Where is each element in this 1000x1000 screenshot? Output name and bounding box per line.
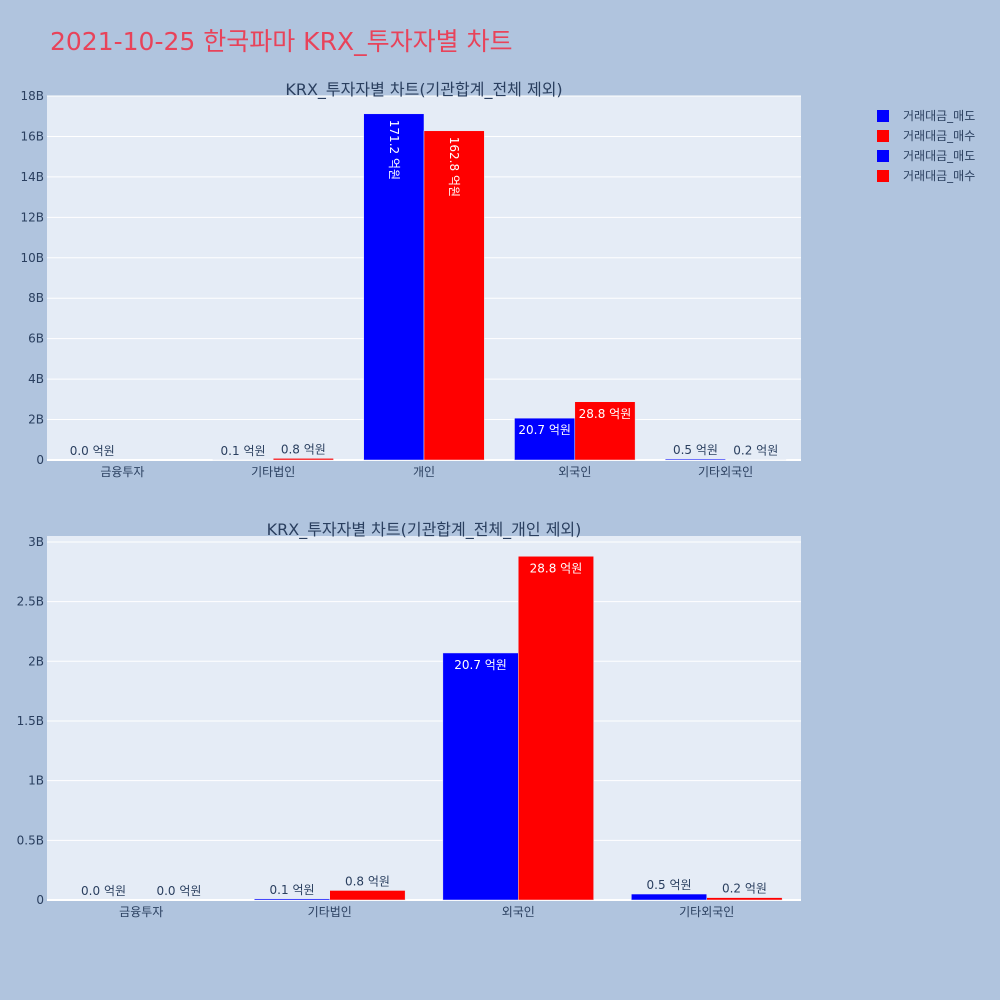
bar [442, 652, 519, 901]
bar [254, 898, 331, 901]
legend-label: 거래대금_매수 [903, 169, 975, 183]
x-tick-label: 기타법인 [308, 905, 352, 919]
plot-area [47, 536, 801, 900]
y-tick-label: 2B [28, 413, 44, 427]
chart-title: KRX_투자자별 차트(기관합계_전체_개인 제외) [267, 520, 582, 540]
x-tick-label: 금융투자 [119, 905, 163, 919]
y-tick-label: 16B [20, 129, 44, 143]
legend-swatch [877, 150, 889, 162]
y-tick-label: 0 [36, 893, 44, 907]
y-tick-label: 0 [36, 453, 44, 467]
data-label: 0.1 억원 [221, 444, 266, 458]
data-label: 0.2 억원 [733, 444, 778, 458]
y-tick-label: 6B [28, 332, 44, 346]
legend-label: 거래대금_매도 [903, 109, 975, 123]
bar [514, 417, 576, 461]
legend-label: 거래대금_매도 [903, 149, 975, 163]
y-tick-label: 1B [28, 774, 44, 788]
legend-swatch [877, 130, 889, 142]
x-tick-label: 개인 [413, 465, 435, 479]
bar [272, 458, 334, 461]
bar [423, 130, 485, 461]
legend-swatch [877, 110, 889, 122]
data-label: 0.2 억원 [722, 882, 767, 896]
bar [363, 113, 425, 461]
data-label: 0.0 억원 [81, 884, 126, 898]
y-tick-label: 2.5B [17, 595, 44, 609]
data-label: 20.7 억원 [454, 658, 507, 672]
data-label: 0.5 억원 [673, 443, 718, 457]
bar [665, 458, 726, 461]
x-tick-label: 외국인 [558, 465, 591, 479]
data-label: 0.5 억원 [647, 878, 692, 892]
y-tick-label: 1.5B [17, 714, 44, 728]
x-tick-label: 기타외국인 [679, 905, 734, 919]
chart-title: KRX_투자자별 차트(기관합계_전체 제외) [285, 80, 562, 100]
y-tick-label: 8B [28, 291, 44, 305]
legend-swatch [877, 170, 889, 182]
data-label: 0.0 억원 [70, 444, 115, 458]
y-tick-label: 2B [28, 654, 44, 668]
y-tick-label: 12B [20, 210, 44, 224]
y-tick-label: 10B [20, 251, 44, 265]
y-tick-label: 18B [20, 89, 44, 103]
x-tick-label: 기타법인 [251, 465, 295, 479]
data-label: 171.2 억원 [387, 120, 401, 180]
x-tick-label: 금융투자 [100, 465, 144, 479]
y-tick-label: 4B [28, 372, 44, 386]
data-label: 162.8 억원 [447, 137, 461, 197]
data-label: 28.8 억원 [579, 407, 632, 421]
x-tick-label: 기타외국인 [698, 465, 753, 479]
legend-label: 거래대금_매수 [903, 129, 975, 143]
bar [329, 890, 406, 901]
y-tick-label: 3B [28, 535, 44, 549]
bar [631, 893, 707, 901]
bar [518, 556, 594, 901]
data-label: 20.7 억원 [518, 423, 571, 437]
page-title: 2021-10-25 한국파마 KRX_투자자별 차트 [50, 27, 513, 56]
bar [706, 897, 783, 901]
y-tick-label: 14B [20, 170, 44, 184]
data-label: 0.1 억원 [270, 883, 315, 897]
x-tick-label: 외국인 [502, 905, 535, 919]
data-label: 0.0 억원 [156, 884, 201, 898]
bar [574, 401, 636, 461]
data-label: 0.8 억원 [345, 874, 390, 888]
data-label: 28.8 억원 [530, 561, 583, 575]
data-label: 0.8 억원 [281, 442, 326, 456]
y-tick-label: 0.5B [17, 833, 44, 847]
